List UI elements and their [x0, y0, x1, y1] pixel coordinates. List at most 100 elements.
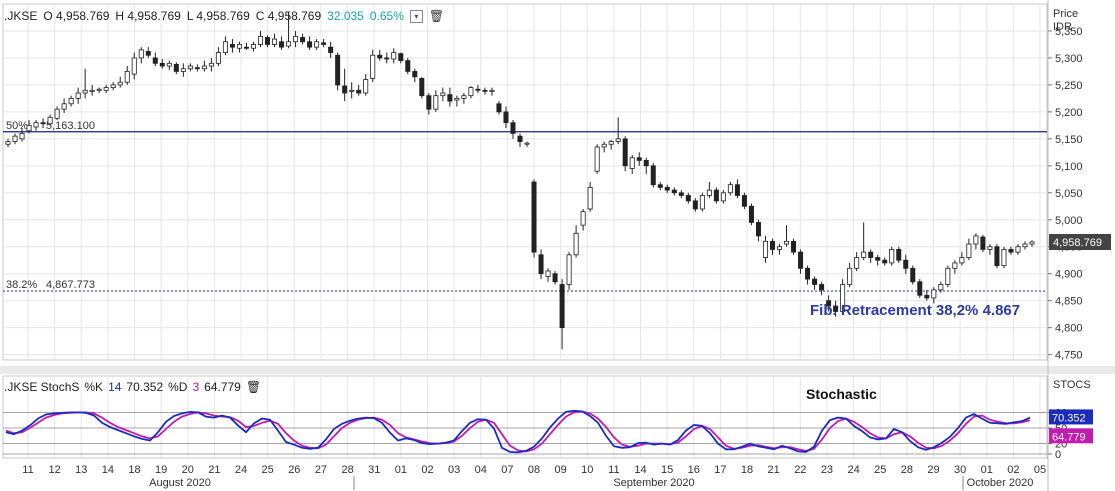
candle-body-107: [755, 222, 761, 237]
candle-body-93: [657, 184, 663, 188]
candle-body-82: [580, 211, 586, 226]
candle-111: [784, 225, 790, 247]
candle-body-137: [966, 243, 972, 258]
month-label-0: August 2020: [149, 477, 211, 489]
candle-body-142: [1001, 249, 1007, 267]
candle-131: [924, 289, 930, 301]
stochastic-title: Stochastic: [806, 386, 877, 402]
candle-body-7: [54, 108, 60, 119]
candle-79: [559, 279, 565, 350]
price-header: .JKSE O 4,958.769 H 4,958.769 L 4,958.76…: [4, 9, 450, 23]
panel-divider: [0, 366, 1115, 374]
x-tick-label-6: 20: [182, 464, 194, 476]
candle-body-31: [222, 41, 228, 53]
candle-64: [454, 95, 460, 107]
x-tick-label-36: 01: [981, 464, 993, 476]
candle-145: [1022, 241, 1028, 250]
x-tick-label-23: 14: [634, 464, 646, 476]
open-value: O 4,958.769: [43, 9, 110, 23]
candle-22: [159, 59, 165, 69]
candle-body-53: [377, 54, 383, 59]
candle-body-127: [896, 249, 902, 261]
x-tick-label-4: 18: [128, 464, 140, 476]
candle-body-11: [82, 89, 88, 94]
price-axis-currency: IDR: [1053, 21, 1072, 33]
candle-body-111: [784, 240, 790, 245]
candle-42: [300, 33, 306, 45]
candle-132: [931, 287, 937, 304]
last-price-badge: [1049, 233, 1111, 250]
candle-body-64: [454, 97, 460, 101]
x-tick-label-38: 05: [1034, 464, 1046, 476]
candle-129: [910, 265, 916, 285]
candle-134: [945, 265, 951, 288]
k-badge-value: 70.352: [1052, 412, 1086, 424]
candle-101: [713, 187, 719, 204]
x-tick-label-32: 25: [874, 464, 886, 476]
candle-70: [496, 101, 502, 115]
candle-32: [229, 39, 235, 53]
candle-88: [622, 136, 628, 172]
candle-body-80: [566, 254, 572, 285]
candle-body-124: [875, 257, 881, 261]
candle-146: [1029, 240, 1035, 247]
candle-106: [748, 203, 754, 226]
candle-12: [89, 84, 95, 96]
month-label-2: October 2020: [967, 477, 1034, 489]
d-period: 3: [192, 380, 200, 394]
candle-89: [629, 155, 635, 174]
candle-97: [685, 192, 691, 204]
candle-125: [882, 257, 888, 266]
x-tick-label-11: 27: [315, 464, 327, 476]
candle-23: [166, 60, 172, 70]
candle-body-63: [447, 94, 453, 102]
candle-body-35: [250, 44, 256, 49]
candle-0: [5, 138, 11, 147]
candle-102: [720, 190, 726, 204]
candle-body-4: [33, 122, 39, 128]
candle-66: [468, 85, 474, 99]
candle-body-54: [384, 57, 390, 60]
d-value: 64.779: [204, 380, 241, 394]
x-tick-label-8: 24: [235, 464, 247, 476]
stoch-trash-icon[interactable]: 🗑: [245, 380, 262, 394]
candle-46: [328, 41, 334, 58]
candle-body-89: [629, 157, 635, 169]
candle-body-102: [720, 192, 726, 202]
candle-37: [265, 35, 271, 48]
candle-31: [222, 36, 228, 56]
candle-body-130: [917, 281, 923, 296]
stoch-ytick-label-0: 0: [1055, 449, 1061, 461]
candle-body-62: [440, 92, 446, 97]
candle-body-105: [741, 195, 747, 207]
x-tick-label-15: 02: [421, 464, 433, 476]
candle-body-128: [903, 259, 909, 269]
candle-body-52: [370, 54, 376, 79]
stoch-axis-title: STOCS: [1053, 379, 1091, 391]
price-ytick-label-5: 5,000: [1055, 215, 1083, 227]
candle-1: [12, 133, 18, 145]
candle-18: [131, 52, 137, 80]
candle-body-133: [938, 284, 944, 291]
candle-body-68: [482, 89, 488, 92]
candle-body-104: [734, 184, 740, 196]
price-ytick-label-12: 5,350: [1055, 26, 1083, 38]
chevron-down-icon[interactable]: ▾: [409, 9, 423, 23]
candle-3: [26, 119, 32, 134]
candle-44: [314, 39, 320, 50]
x-tick-label-37: 02: [1007, 464, 1019, 476]
candle-body-94: [664, 186, 670, 191]
candle-34: [243, 42, 249, 50]
trash-icon[interactable]: 🗑: [428, 9, 445, 23]
d-value-badge: [1049, 428, 1093, 444]
candle-body-55: [391, 52, 397, 60]
candle-126: [889, 246, 895, 266]
candle-body-42: [300, 37, 306, 43]
x-tick-label-5: 19: [155, 464, 167, 476]
x-tick-label-13: 31: [368, 464, 380, 476]
candle-body-86: [608, 141, 614, 145]
candle-128: [903, 254, 909, 274]
candle-84: [594, 144, 600, 174]
candle-body-131: [924, 294, 930, 299]
candle-body-25: [180, 68, 186, 72]
